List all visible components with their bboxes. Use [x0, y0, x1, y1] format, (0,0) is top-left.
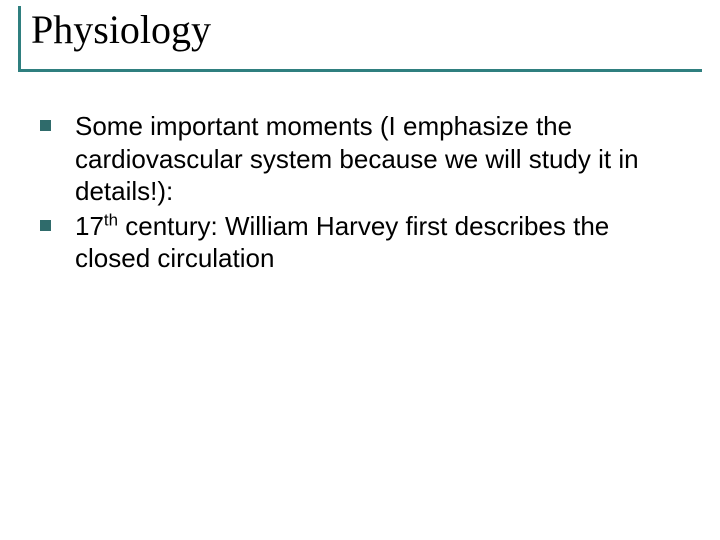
- bullet-text: 17th century: William Harvey first descr…: [75, 210, 680, 275]
- bullet-prefix: 17: [75, 211, 104, 241]
- list-item: Some important moments (I emphasize the …: [40, 110, 680, 208]
- square-bullet-icon: [40, 220, 51, 231]
- title-rule-frame: Physiology: [18, 6, 702, 72]
- ordinal-superscript: th: [104, 210, 118, 229]
- bullet-suffix: century: William Harvey first describes …: [75, 211, 609, 274]
- slide: Physiology Some important moments (I emp…: [0, 0, 720, 540]
- slide-body: Some important moments (I emphasize the …: [40, 110, 680, 277]
- bullet-text: Some important moments (I emphasize the …: [75, 110, 680, 208]
- list-item: 17th century: William Harvey first descr…: [40, 210, 680, 275]
- slide-title: Physiology: [31, 8, 211, 52]
- square-bullet-icon: [40, 120, 51, 131]
